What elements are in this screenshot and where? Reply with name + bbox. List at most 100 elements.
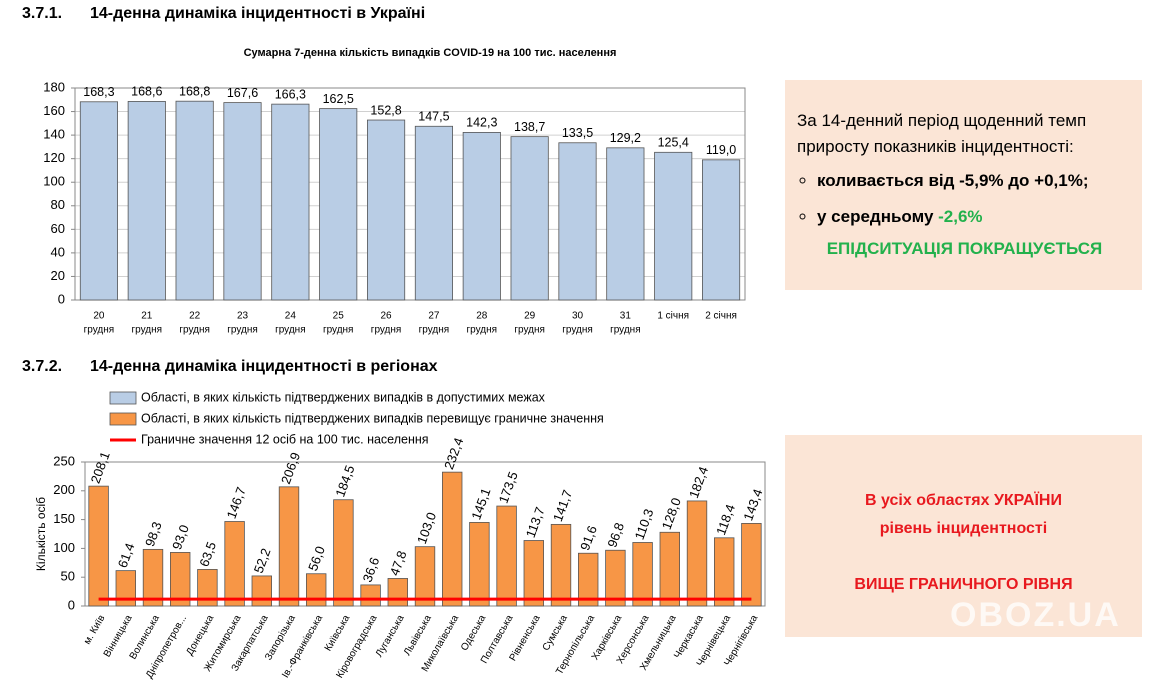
regional-line: рівень інцидентності xyxy=(879,520,1048,537)
summary-list: коливається від -5,9% до +0,1%; у середн… xyxy=(797,168,1132,230)
legend-label: Граничне значення 12 осіб на 100 тис. на… xyxy=(141,432,429,446)
chart-title: Сумарна 7-денна кількість випадків COVID… xyxy=(244,47,617,59)
y-tick-label: 40 xyxy=(51,244,65,259)
value-label: 162,5 xyxy=(323,92,354,106)
value-label: 168,6 xyxy=(131,85,162,99)
y-tick-label: 200 xyxy=(53,482,75,497)
value-label: 96,8 xyxy=(604,521,627,550)
bar xyxy=(306,573,327,607)
bar xyxy=(271,103,310,301)
bar xyxy=(442,471,463,607)
y-axis-label: Кількість осіб xyxy=(34,497,48,571)
x-tick-label: 25 xyxy=(333,311,345,322)
y-tick-label: 80 xyxy=(51,197,65,212)
value-label: 184,5 xyxy=(332,463,357,499)
bar xyxy=(414,125,453,301)
x-tick-label: 24 xyxy=(285,311,297,322)
plot-frame xyxy=(74,87,746,301)
summary-bullet: у середньому -2,6% xyxy=(817,204,1132,230)
bar xyxy=(550,523,572,607)
x-tick-label: грудня xyxy=(562,325,593,336)
value-label: 166,3 xyxy=(275,87,306,101)
x-tick-label: грудня xyxy=(227,325,258,336)
regional-box: В усіх областях УКРАЇНИ рівень інцидентн… xyxy=(785,435,1142,637)
bar xyxy=(319,108,358,301)
value-label: 173,5 xyxy=(496,470,521,506)
x-tick-label: грудня xyxy=(610,325,641,336)
y-tick-label: 180 xyxy=(43,79,65,94)
value-label: 56,0 xyxy=(305,544,328,573)
bar xyxy=(224,521,245,607)
section-title: 14-денна динаміка інцидентності в регіон… xyxy=(90,358,438,375)
y-tick-label: 0 xyxy=(58,291,65,306)
summary-box: За 14-денний період щоденний темп прирос… xyxy=(785,80,1142,290)
value-label: 145,1 xyxy=(468,486,493,522)
bar xyxy=(251,575,272,607)
y-tick-label: 140 xyxy=(43,127,65,142)
y-tick-label: 0 xyxy=(68,597,75,612)
bar xyxy=(578,552,599,607)
value-label: 119,0 xyxy=(706,143,736,157)
summary-bullet: коливається від -5,9% до +0,1%; xyxy=(817,168,1132,194)
bar xyxy=(367,119,406,301)
regional-conclusion: ВИЩЕ ГРАНИЧНОГО РІВНЯ xyxy=(854,576,1073,593)
value-label: 146,7 xyxy=(224,485,249,521)
x-tick-label: грудня xyxy=(419,325,450,336)
value-label: 206,9 xyxy=(278,450,303,486)
bar xyxy=(654,151,693,301)
value-label: 141,7 xyxy=(550,488,575,524)
x-tick-label: 26 xyxy=(381,311,393,322)
bar xyxy=(360,584,381,607)
regional-line: В усіх областях УКРАЇНИ xyxy=(865,492,1062,509)
x-tick-label: 23 xyxy=(237,311,249,322)
bar xyxy=(659,531,680,607)
value-label: 93,0 xyxy=(169,523,192,552)
section-number: 3.7.1. xyxy=(22,5,62,22)
x-tick-label: грудня xyxy=(514,325,545,336)
legend-label: Області, в яких кількість підтверджених … xyxy=(141,411,604,425)
bar xyxy=(79,101,118,301)
bar xyxy=(714,537,735,607)
x-tick-label: Сумська xyxy=(541,613,570,653)
x-tick-label: 22 xyxy=(189,311,201,322)
value-label: 232,4 xyxy=(441,436,466,472)
value-label: 128,0 xyxy=(659,496,684,532)
bar xyxy=(462,132,501,301)
bullet-text: у середньому xyxy=(817,207,939,226)
value-label: 61,4 xyxy=(115,541,138,570)
value-label: 36,6 xyxy=(360,555,383,584)
section-number: 3.7.2. xyxy=(22,358,62,375)
value-label: 133,5 xyxy=(562,126,593,140)
value-label: 118,4 xyxy=(713,502,738,537)
bar xyxy=(170,552,191,607)
y-tick-label: 60 xyxy=(51,221,65,236)
x-tick-label: Одеська xyxy=(459,613,488,653)
value-label: 110,3 xyxy=(632,507,657,542)
value-label: 113,7 xyxy=(523,505,548,540)
x-tick-label: 20 xyxy=(93,311,105,322)
x-tick-label: 29 xyxy=(524,311,536,322)
bar xyxy=(510,136,549,301)
x-tick-label: грудня xyxy=(323,325,354,336)
bar xyxy=(142,548,164,607)
value-label: 168,8 xyxy=(179,84,210,98)
value-label: 98,3 xyxy=(142,520,165,549)
x-tick-label: м. Київ xyxy=(82,613,107,646)
y-tick-label: 100 xyxy=(43,174,65,189)
x-tick-label: грудня xyxy=(132,325,163,336)
y-tick-label: 250 xyxy=(53,453,75,468)
x-tick-label: грудня xyxy=(84,325,115,336)
x-tick-label: 2 січня xyxy=(705,311,737,322)
x-tick-label: 1 січня xyxy=(657,311,689,322)
legend-swatch xyxy=(109,391,137,405)
bullet-text: коливається від -5,9% до +0,1%; xyxy=(817,171,1089,190)
value-label: 138,7 xyxy=(514,120,545,134)
value-label: 142,3 xyxy=(466,116,497,130)
bar xyxy=(702,159,741,301)
value-label: 208,1 xyxy=(88,450,113,486)
value-label: 91,6 xyxy=(577,524,600,553)
y-tick-label: 100 xyxy=(53,540,75,555)
value-label: 103,0 xyxy=(414,510,439,546)
value-label: 152,8 xyxy=(370,103,401,117)
x-tick-label: 27 xyxy=(428,311,440,322)
